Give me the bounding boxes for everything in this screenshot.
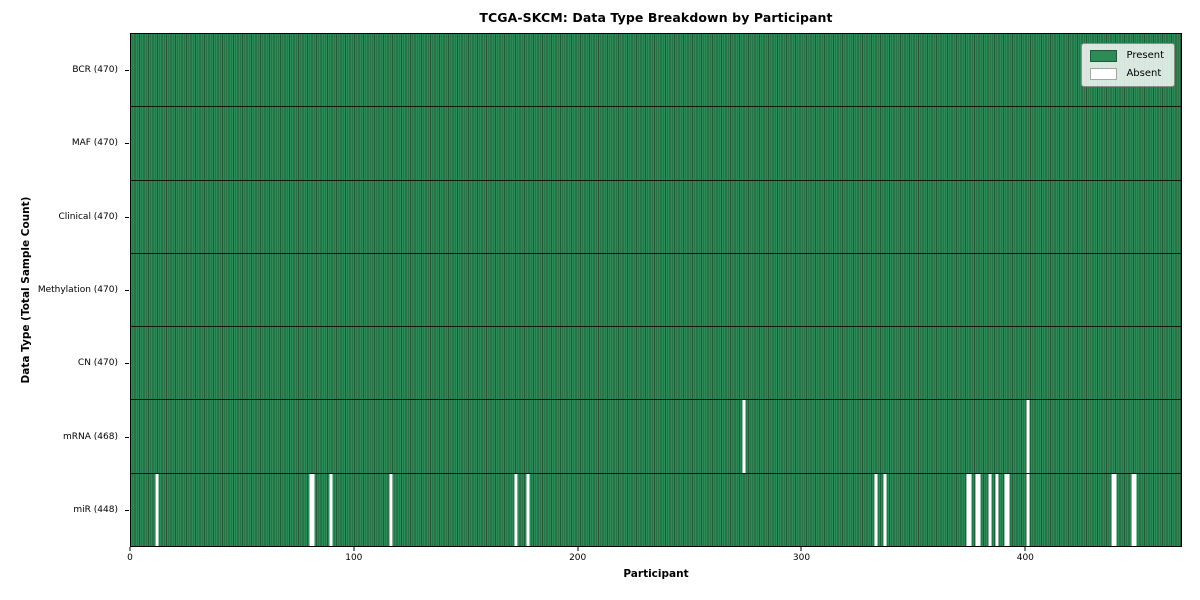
absent-stripe (1113, 473, 1117, 546)
absent-stripe (311, 473, 315, 546)
heatmap-row-Clinical (131, 179, 1181, 253)
x-tick-mark (577, 547, 579, 551)
y-tick-label-Methylation: Methylation (470) (37, 284, 118, 295)
x-axis-ticks: 0 100 200 300 400 (127, 547, 1182, 567)
x-tick-label-0: 0 (127, 553, 133, 563)
y-tick-label-miR: miR (448) (73, 505, 118, 516)
absent-stripe (1111, 473, 1115, 546)
absent-stripe (742, 400, 746, 473)
y-tick-mark (125, 510, 129, 512)
x-tick-label-300: 300 (792, 553, 811, 563)
absent-stripe (329, 473, 333, 546)
heatmap-row-mRNA (131, 399, 1181, 473)
legend: Present Absent (1081, 43, 1175, 87)
absent-stripe (1006, 473, 1010, 546)
heatmap-row-Methylation (131, 252, 1181, 327)
legend-present-label: Present (1126, 50, 1164, 61)
absent-stripe (1004, 473, 1008, 546)
absent-stripe (309, 473, 313, 546)
y-tick-mark (125, 290, 129, 291)
y-tick-mark (125, 216, 129, 218)
y-tick-mark (125, 69, 129, 71)
y-axis-ticks: BCR (470) MAF (470) Clinical (470) Methylat… (0, 33, 129, 547)
absent-stripe (1026, 400, 1030, 473)
y-tick-mark (125, 363, 129, 365)
absent-stripe (966, 473, 970, 546)
chart-title: TCGA-SKCM: Data Type Breakdown by Partic… (479, 10, 833, 25)
x-tick-label-400: 400 (1016, 553, 1034, 563)
y-tick-label-BCR: BCR (470) (72, 64, 118, 75)
absent-stripe (977, 473, 981, 546)
absent-stripe (968, 473, 972, 546)
y-tick-label-CN: CN (470) (77, 358, 118, 369)
heatmap-row-CN (131, 326, 1181, 400)
absent-stripe (995, 473, 999, 546)
heatmap-row-MAF (131, 106, 1181, 180)
y-tick-mark (125, 436, 129, 438)
y-tick-label-Clinical: Clinical (470) (58, 211, 118, 222)
absent-stripe (1133, 473, 1137, 546)
heatmap-row-miR (131, 472, 1181, 546)
y-tick-label-mRNA: mRNA (468) (63, 431, 118, 442)
legend-entry-absent: Absent (1090, 68, 1164, 80)
absent-stripe (988, 473, 992, 546)
absent-stripe (1131, 473, 1135, 546)
heatmap-rows (131, 34, 1181, 546)
absent-stripe (526, 473, 530, 546)
absent-stripe (883, 473, 887, 546)
legend-present-swatch (1090, 50, 1118, 62)
legend-absent-label: Absent (1126, 68, 1162, 79)
y-tick-label-MAF: MAF (470) (71, 137, 118, 148)
x-tick-mark (353, 547, 355, 551)
absent-stripe (389, 473, 393, 546)
y-tick-mark (125, 143, 129, 145)
legend-entry-present: Present (1090, 50, 1164, 62)
absent-stripe (874, 473, 878, 546)
x-axis-label: Participant (623, 568, 689, 580)
legend-absent-swatch (1090, 68, 1118, 80)
absent-stripe (1026, 473, 1030, 546)
x-tick-label-100: 100 (345, 553, 363, 563)
plot-area: Present Absent (130, 33, 1182, 547)
x-tick-label-200: 200 (569, 553, 587, 563)
x-tick-mark (129, 547, 131, 551)
absent-stripe (514, 473, 518, 546)
x-tick-mark (1024, 547, 1026, 551)
absent-stripe (975, 473, 979, 546)
absent-stripe (155, 473, 159, 546)
x-tick-mark (800, 547, 802, 551)
heatmap-row-BCR (131, 34, 1181, 107)
